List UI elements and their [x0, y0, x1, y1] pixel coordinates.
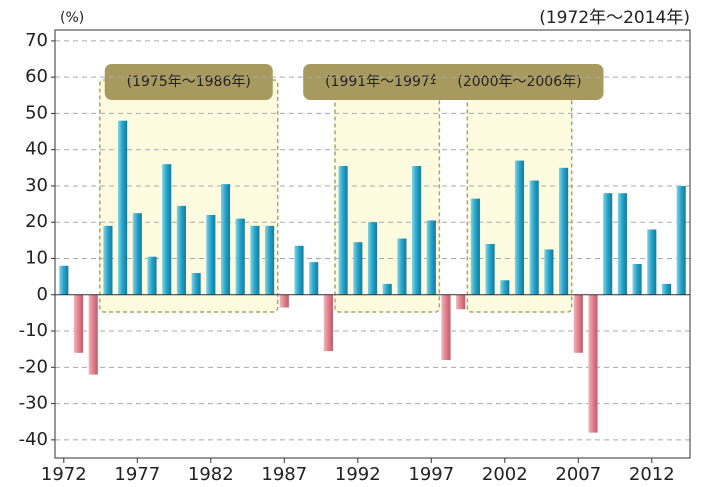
bar	[397, 238, 407, 295]
bar	[220, 184, 231, 295]
bar	[544, 249, 554, 295]
y-tick-label: 30	[25, 175, 48, 196]
bar	[147, 256, 157, 295]
plot-frame	[54, 29, 691, 459]
x-tick-label: 2002	[482, 464, 528, 485]
bar	[103, 225, 113, 295]
period-label: (1972年～2014年)	[539, 8, 690, 28]
x-tick-label: 2012	[629, 464, 675, 485]
y-tick-label: -30	[19, 393, 48, 414]
bar	[661, 283, 672, 295]
highlight-label-box	[303, 64, 472, 100]
x-tick-label: 2007	[555, 464, 601, 485]
bar	[514, 160, 525, 295]
bar	[118, 120, 128, 295]
bar	[250, 225, 260, 295]
highlight-label-box	[435, 64, 604, 100]
bar	[676, 185, 686, 295]
highlight-label: (1991年～1997年)	[325, 74, 449, 90]
x-tick-label: 1977	[114, 464, 160, 485]
y-tick-label: -20	[19, 356, 48, 377]
bars	[59, 120, 686, 433]
bar	[617, 193, 627, 295]
unit-label: (%)	[60, 10, 84, 26]
bar	[500, 280, 510, 295]
bar	[235, 218, 245, 295]
bar	[88, 294, 98, 375]
bar	[132, 213, 142, 295]
bar	[382, 283, 392, 295]
highlights: (1975年～1986年) (1991年～1997年) (2000年～2006年)	[99, 64, 604, 313]
highlight-label-box	[104, 64, 273, 100]
bar	[176, 205, 186, 295]
bar	[279, 294, 289, 308]
bar	[162, 164, 172, 295]
bar	[588, 294, 598, 433]
bar	[59, 265, 69, 295]
y-tick-label: 20	[25, 211, 48, 232]
y-tick-label: 0	[37, 284, 48, 305]
bar	[206, 214, 216, 295]
bar	[603, 193, 613, 295]
highlight-label: (1975年～1986年)	[127, 74, 251, 90]
highlight-box	[334, 79, 441, 313]
bar	[647, 229, 657, 295]
bar	[456, 294, 466, 310]
bar	[470, 198, 480, 295]
x-tick-label: 1972	[41, 464, 87, 485]
x-tick-label: 1997	[408, 464, 454, 485]
bar	[191, 273, 201, 295]
bar	[573, 294, 583, 353]
bar	[309, 262, 319, 295]
y-tick-label: 40	[25, 139, 48, 160]
y-tick-label: 50	[25, 102, 48, 123]
bar	[412, 166, 422, 295]
bar	[485, 244, 495, 295]
y-tick-label: -40	[19, 429, 48, 450]
bar	[323, 294, 333, 351]
bar	[559, 167, 569, 295]
bar	[294, 245, 304, 295]
x-tick-label: 1992	[335, 464, 381, 485]
labels: -40 -30 -20 -10 0 10 20 30 40 50 60 70 1972 1977 1982 1…	[19, 30, 675, 485]
bar	[426, 220, 436, 295]
y-tick-label: 10	[25, 248, 48, 269]
highlight-label: (2000年～2006年)	[457, 74, 581, 90]
bar	[632, 263, 642, 295]
y-tick-label: -10	[19, 320, 48, 341]
bar	[265, 225, 275, 295]
bar	[441, 294, 451, 361]
y-tick-label: 70	[25, 30, 48, 51]
bar	[529, 180, 539, 295]
x-tick-label: 1987	[261, 464, 307, 485]
x-tick-label: 1982	[188, 464, 234, 485]
bar	[367, 222, 378, 295]
bar	[353, 242, 363, 295]
bar	[338, 166, 348, 295]
bar	[73, 294, 84, 353]
y-tick-label: 60	[25, 66, 48, 87]
